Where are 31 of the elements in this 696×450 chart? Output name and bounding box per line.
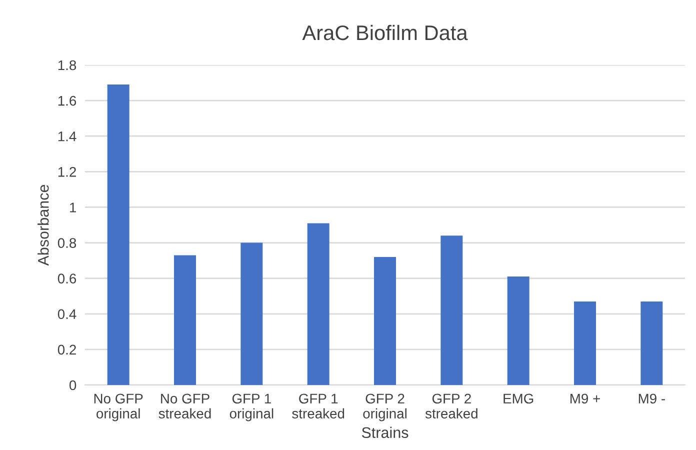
y-axis-title: Absorbance: [38, 184, 49, 266]
y-tick-label: 0: [69, 380, 76, 390]
y-tick-label: 0.8: [58, 238, 76, 248]
x-tick-label: M9 -: [638, 394, 665, 404]
y-tick-label: 1.8: [58, 60, 76, 70]
bar: [440, 236, 463, 385]
x-tick-label: GFP 1 streaked: [292, 394, 344, 418]
y-tick-label: 0.6: [58, 274, 76, 284]
y-tick-label: 1: [70, 202, 76, 212]
bar: [574, 301, 596, 385]
y-tick-label: 0.4: [58, 309, 76, 320]
x-tick-label: GFP 1 original: [230, 394, 274, 422]
x-tick-label: GFP 2 streaked: [425, 394, 478, 418]
y-tick-label: 1.4: [58, 132, 76, 142]
bar: [174, 255, 196, 385]
x-tick-label: No GFP streaked: [158, 394, 211, 418]
x-tick-label: No GFP original: [94, 394, 143, 422]
bar: [107, 84, 130, 385]
bar: [640, 301, 663, 385]
bar: [374, 257, 396, 385]
x-axis-title: Strains: [362, 426, 408, 438]
chart-title: AraC Biofilm Data: [302, 24, 468, 40]
x-tick-label: M9 +: [570, 394, 600, 404]
y-tick-label: 0.2: [58, 344, 76, 355]
x-tick-label: GFP 2 original: [363, 394, 406, 422]
y-tick-label: 1.6: [58, 96, 76, 106]
y-tick-label: 1.2: [58, 167, 76, 177]
bar: [240, 242, 263, 385]
x-tick-label: EMG: [504, 394, 534, 404]
bar: [307, 223, 330, 385]
bar: [507, 276, 530, 385]
